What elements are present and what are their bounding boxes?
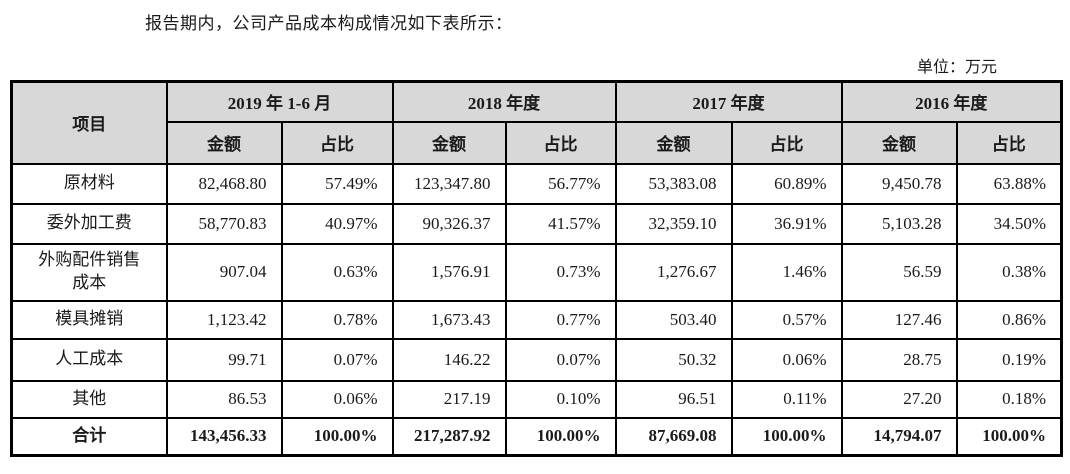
amount-cell: 217,287.92 xyxy=(391,416,507,457)
ratio-cell: 0.06% xyxy=(280,379,394,419)
ratio-cell: 40.97% xyxy=(280,202,394,245)
ratio-cell: 36.91% xyxy=(730,202,843,245)
amount-cell: 96.51 xyxy=(614,379,733,419)
ratio-cell: 100.00% xyxy=(504,416,617,457)
amount-cell: 123,347.80 xyxy=(391,162,507,205)
header-row-subcolumns: 金额 占比 金额 占比 金额 占比 金额 占比 xyxy=(12,120,1063,165)
amount-cell: 143,456.33 xyxy=(165,416,283,457)
ratio-header: 占比 xyxy=(955,120,1063,165)
row-item-label: 委外加工费 xyxy=(10,202,168,245)
amount-cell: 5,103.28 xyxy=(840,202,958,245)
table-row: 其他 86.53 0.06% 217.19 0.10% 96.51 0.11% … xyxy=(10,379,1063,419)
amount-cell: 90,326.37 xyxy=(391,202,507,245)
ratio-cell: 0.07% xyxy=(504,337,617,382)
amount-cell: 27.20 xyxy=(840,379,958,419)
amount-header: 金额 xyxy=(614,120,733,165)
table-row: 委外加工费 58,770.83 40.97% 90,326.37 41.57% … xyxy=(10,202,1063,245)
amount-cell: 56.59 xyxy=(840,242,958,302)
amount-cell: 58,770.83 xyxy=(165,202,283,245)
amount-cell: 99.71 xyxy=(165,337,283,382)
total-row: 合计 143,456.33 100.00% 217,287.92 100.00%… xyxy=(10,416,1063,457)
row-item-label: 外购配件销售成本 xyxy=(10,242,168,302)
amount-cell: 1,276.67 xyxy=(614,242,733,302)
table-row: 人工成本 99.71 0.07% 146.22 0.07% 50.32 0.06… xyxy=(10,337,1063,382)
total-row-label: 合计 xyxy=(10,416,168,457)
ratio-cell: 63.88% xyxy=(955,162,1063,205)
ratio-cell: 0.73% xyxy=(504,242,617,302)
ratio-cell: 0.11% xyxy=(730,379,843,419)
table-row: 模具摊销 1,123.42 0.78% 1,673.43 0.77% 503.4… xyxy=(10,299,1063,340)
amount-cell: 1,123.42 xyxy=(165,299,283,340)
ratio-cell: 34.50% xyxy=(955,202,1063,245)
ratio-cell: 0.10% xyxy=(504,379,617,419)
period-header-2019: 2019 年 1-6 月 xyxy=(165,80,394,123)
intro-paragraph: 报告期内，公司产品成本构成情况如下表所示： xyxy=(145,14,513,33)
amount-cell: 86.53 xyxy=(165,379,283,419)
header-row-periods: 项目 2019 年 1-6 月 2018 年度 2017 年度 2016 年度 xyxy=(10,80,1063,165)
row-item-label: 模具摊销 xyxy=(10,299,168,340)
ratio-header: 占比 xyxy=(730,120,843,165)
ratio-cell: 100.00% xyxy=(280,416,394,457)
item-column-header: 项目 xyxy=(10,80,168,165)
ratio-cell: 0.18% xyxy=(955,379,1063,419)
ratio-header: 占比 xyxy=(504,120,617,165)
ratio-cell: 0.78% xyxy=(280,299,394,340)
period-header-2017: 2017 年度 xyxy=(614,80,843,123)
ratio-cell: 0.07% xyxy=(280,337,394,382)
ratio-cell: 1.46% xyxy=(730,242,843,302)
amount-header: 金额 xyxy=(840,120,958,165)
ratio-cell: 41.57% xyxy=(504,202,617,245)
ratio-header: 占比 xyxy=(280,120,394,165)
ratio-cell: 100.00% xyxy=(730,416,843,457)
period-header-2018: 2018 年度 xyxy=(391,80,617,123)
unit-label: 单位：万元 xyxy=(916,59,997,76)
amount-header: 金额 xyxy=(391,120,507,165)
ratio-cell: 0.06% xyxy=(730,337,843,382)
ratio-cell: 0.19% xyxy=(955,337,1063,382)
amount-cell: 907.04 xyxy=(165,242,283,302)
amount-cell: 146.22 xyxy=(391,337,507,382)
row-item-label: 其他 xyxy=(10,379,168,419)
ratio-cell: 0.57% xyxy=(730,299,843,340)
amount-cell: 217.19 xyxy=(391,379,507,419)
period-header-2016: 2016 年度 xyxy=(840,80,1063,123)
table-row: 外购配件销售成本 907.04 0.63% 1,576.91 0.73% 1,2… xyxy=(10,242,1063,302)
amount-cell: 127.46 xyxy=(840,299,958,340)
amount-cell: 1,673.43 xyxy=(391,299,507,340)
row-item-label: 人工成本 xyxy=(10,337,168,382)
amount-cell: 9,450.78 xyxy=(840,162,958,205)
ratio-cell: 57.49% xyxy=(280,162,394,205)
ratio-cell: 60.89% xyxy=(730,162,843,205)
amount-header: 金额 xyxy=(165,120,283,165)
ratio-cell: 0.38% xyxy=(955,242,1063,302)
amount-cell: 82,468.80 xyxy=(165,162,283,205)
amount-cell: 87,669.08 xyxy=(614,416,733,457)
ratio-cell: 0.77% xyxy=(504,299,617,340)
ratio-cell: 56.77% xyxy=(504,162,617,205)
ratio-cell: 0.86% xyxy=(955,299,1063,340)
amount-cell: 14,794.07 xyxy=(840,416,958,457)
amount-cell: 503.40 xyxy=(614,299,733,340)
row-item-label: 原材料 xyxy=(10,162,168,205)
amount-cell: 32,359.10 xyxy=(614,202,733,245)
table-row: 原材料 82,468.80 57.49% 123,347.80 56.77% 5… xyxy=(10,162,1063,205)
ratio-cell: 100.00% xyxy=(955,416,1063,457)
cost-composition-table: 项目 2019 年 1-6 月 2018 年度 2017 年度 2016 年度 … xyxy=(10,80,1064,457)
amount-cell: 50.32 xyxy=(614,337,733,382)
amount-cell: 28.75 xyxy=(840,337,958,382)
amount-cell: 1,576.91 xyxy=(391,242,507,302)
ratio-cell: 0.63% xyxy=(280,242,394,302)
amount-cell: 53,383.08 xyxy=(614,162,733,205)
